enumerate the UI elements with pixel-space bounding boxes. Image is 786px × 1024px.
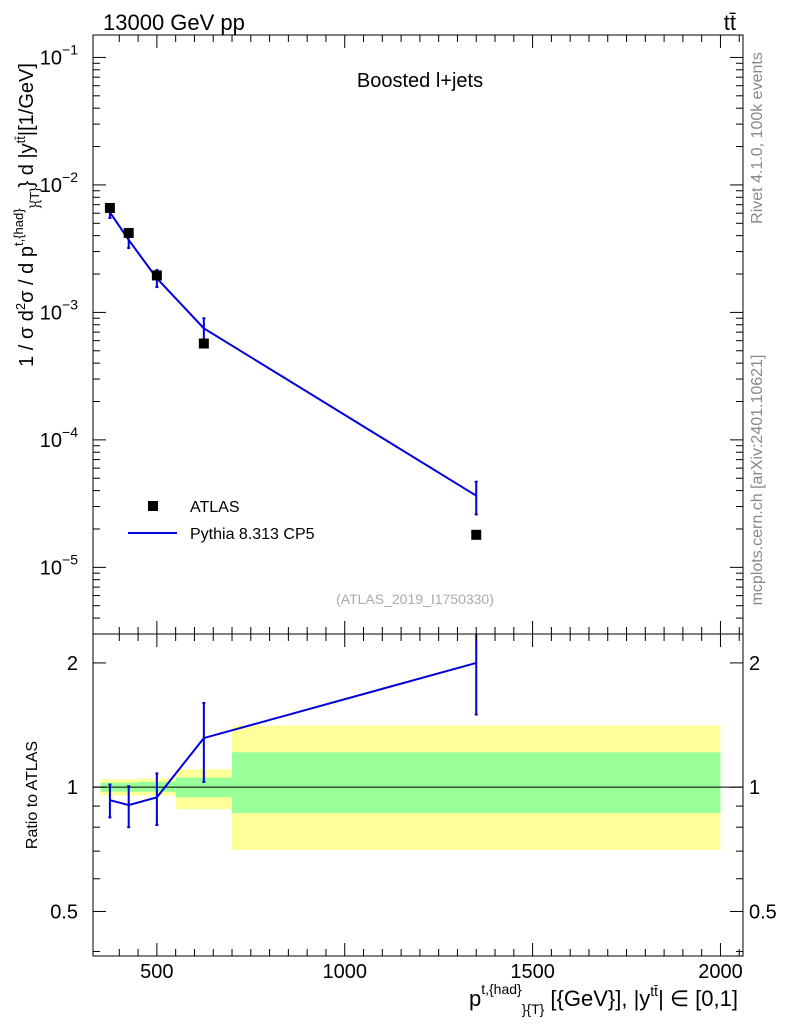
main-y-tick-label: 10−5 [40, 551, 78, 579]
rivet-version-label: Rivet 4.1.0, 100k events [749, 52, 766, 224]
main-panel: Boosted l+jets (ATLAS_2019_I1750330) 10−… [40, 34, 744, 635]
main-y-ticks: 10−1 10−2 10−3 10−4 10−5 [40, 35, 743, 635]
atlas-data-point [151, 270, 162, 281]
header-process-label: tt̄ [724, 10, 736, 35]
ratio-mc-line [109, 661, 477, 807]
legend: ATLAS Pythia 8.313 CP5 [128, 499, 315, 543]
ratio-y-ticks: 0.5 0.5 1 1 2 2 [50, 653, 777, 952]
legend-mc-label: Pythia 8.313 CP5 [190, 526, 315, 543]
ratio-y-tick-label-right: 2 [749, 653, 760, 675]
ratio-y-tick-label: 0.5 [50, 901, 78, 923]
header-energy-label: 13000 GeV pp [103, 10, 245, 35]
ratio-y-axis-label: Ratio to ATLAS [24, 741, 41, 849]
main-plot-frame [92, 34, 744, 635]
main-y-tick-label: 10−1 [40, 41, 78, 69]
ratio-uncertainty-bands [93, 725, 743, 850]
main-y-tick-label: 10−2 [40, 169, 78, 197]
main-y-axis-label: 1 / σ d2σ / d pt,{had}}{T}} d |ytt̄|[1/G… [11, 63, 42, 367]
ratio-y-tick-label-right: 1 [749, 777, 760, 799]
x-axis-label-text: pt,{had}}{T} [{GeV}], |ytt̄| ∈ [0,1] [469, 981, 738, 1017]
ratio-y-tick-label-right: 0.5 [749, 901, 777, 923]
main-series-layer [104, 202, 482, 540]
main-panel-title: Boosted l+jets [357, 70, 483, 92]
atlas-data-point [198, 338, 209, 349]
main-y-tick-label: 10−4 [40, 424, 78, 452]
legend-atlas-label: ATLAS [190, 499, 240, 516]
ratio-plot-frame [92, 633, 744, 957]
ratio-band-inner [232, 752, 721, 814]
ratio-y-tick-label: 1 [67, 777, 78, 799]
ratio-panel: 0.5 0.5 1 1 2 2 500 1000 1500 2000 Ratio to ATLA… [24, 633, 777, 983]
x-axis-label: pt,{had}}{T} [{GeV}], |ytt̄| ∈ [0,1] [469, 981, 738, 1017]
x-tick-label: 1000 [322, 961, 367, 983]
mc-line [109, 211, 477, 497]
atlas-data-point [123, 227, 134, 238]
x-tick-label: 500 [140, 961, 173, 983]
atlas-data-point [471, 529, 482, 540]
x-tick-label: 2000 [698, 961, 743, 983]
ratio-series-layer [108, 634, 478, 829]
x-tick-label: 1500 [510, 961, 555, 983]
mcplots-label: mcplots.cern.ch [arXiv:2401.10621] [749, 355, 766, 606]
x-axis-ticks: 500 1000 1500 2000 [118, 634, 743, 983]
legend-atlas-marker [148, 501, 158, 511]
ratio-y-tick-label: 2 [67, 653, 78, 675]
main-y-tick-label: 10−3 [40, 296, 78, 324]
y-axis-label-text: 1 / σ d2σ / d pt,{had}}{T}} d |ytt̄|[1/G… [11, 63, 42, 367]
atlas-data-point [104, 202, 115, 213]
analysis-watermark: (ATLAS_2019_I1750330) [336, 591, 494, 607]
